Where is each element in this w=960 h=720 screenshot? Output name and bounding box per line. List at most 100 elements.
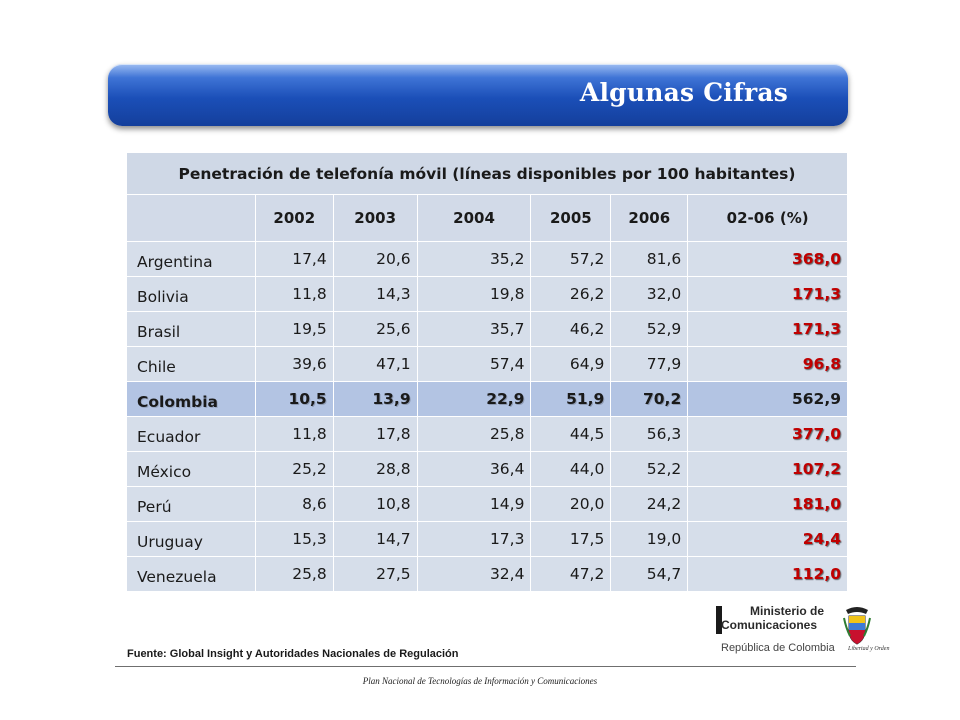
value-cell: 35,7	[417, 312, 531, 346]
value-cell: 54,7	[611, 557, 688, 591]
table-row: Venezuela 25,8 27,5 32,4 47,2 54,7 112,0	[127, 557, 847, 591]
value-cell: 19,5	[255, 312, 333, 346]
country-cell: Uruguay	[127, 522, 255, 556]
change-pct-cell: 368,0	[688, 242, 847, 276]
value-cell: 17,4	[255, 242, 333, 276]
change-pct-cell: 171,3	[688, 277, 847, 311]
header-2004: 2004	[417, 195, 531, 241]
table-row: México 25,2 28,8 36,4 44,0 52,2 107,2	[127, 452, 847, 486]
table-row: Brasil 19,5 25,6 35,7 46,2 52,9 171,3	[127, 312, 847, 346]
header-2005: 2005	[531, 195, 611, 241]
value-cell: 47,1	[333, 347, 417, 381]
value-cell: 11,8	[255, 277, 333, 311]
table-row: Ecuador 11,8 17,8 25,8 44,5 56,3 377,0	[127, 417, 847, 451]
table-row: Uruguay 15,3 14,7 17,3 17,5 19,0 24,4	[127, 522, 847, 556]
value-cell: 22,9	[417, 382, 531, 416]
value-cell: 17,3	[417, 522, 531, 556]
value-cell: 20,6	[333, 242, 417, 276]
logo-line-1: Ministerio de	[750, 604, 825, 618]
table-title: Penetración de telefonía móvil (líneas d…	[127, 153, 847, 194]
value-cell: 8,6	[255, 487, 333, 521]
value-cell: 46,2	[531, 312, 611, 346]
header-change-pct: 02-06 (%)	[688, 195, 847, 241]
value-cell: 36,4	[417, 452, 531, 486]
value-cell: 81,6	[611, 242, 688, 276]
header-2006: 2006	[611, 195, 688, 241]
logo-bar	[716, 606, 722, 634]
value-cell: 11,8	[255, 417, 333, 451]
value-cell: 17,8	[333, 417, 417, 451]
value-cell: 13,9	[333, 382, 417, 416]
value-cell: 32,0	[611, 277, 688, 311]
country-cell: Brasil	[127, 312, 255, 346]
table-row: Colombia 10,5 13,9 22,9 51,9 70,2 562,9	[127, 382, 847, 416]
page-title: Algunas Cifras	[579, 78, 788, 107]
value-cell: 14,3	[333, 277, 417, 311]
logo-motto: Libertad y Orden	[848, 646, 890, 652]
value-cell: 19,8	[417, 277, 531, 311]
penetration-table: Penetración de telefonía móvil (líneas d…	[127, 153, 847, 592]
change-pct-cell: 562,9	[688, 382, 847, 416]
value-cell: 52,2	[611, 452, 688, 486]
logo-line-3: República de Colombia	[721, 642, 835, 654]
coat-of-arms-icon	[843, 607, 871, 645]
country-cell: Bolivia	[127, 277, 255, 311]
footer-divider	[115, 666, 856, 667]
value-cell: 20,0	[531, 487, 611, 521]
value-cell: 28,8	[333, 452, 417, 486]
change-pct-cell: 171,3	[688, 312, 847, 346]
country-cell: Perú	[127, 487, 255, 521]
source-note: Fuente: Global Insight y Autoridades Nac…	[127, 648, 459, 660]
change-pct-cell: 96,8	[688, 347, 847, 381]
country-cell: Venezuela	[127, 557, 255, 591]
value-cell: 44,0	[531, 452, 611, 486]
value-cell: 10,5	[255, 382, 333, 416]
value-cell: 27,5	[333, 557, 417, 591]
value-cell: 10,8	[333, 487, 417, 521]
header-2003: 2003	[333, 195, 417, 241]
value-cell: 26,2	[531, 277, 611, 311]
value-cell: 57,2	[531, 242, 611, 276]
change-pct-cell: 112,0	[688, 557, 847, 591]
value-cell: 57,4	[417, 347, 531, 381]
value-cell: 35,2	[417, 242, 531, 276]
value-cell: 64,9	[531, 347, 611, 381]
table-body: Argentina 17,4 20,6 35,2 57,2 81,6 368,0 Bolivi…	[127, 242, 847, 591]
country-cell: Colombia	[127, 382, 255, 416]
country-cell: Ecuador	[127, 417, 255, 451]
country-cell: Argentina	[127, 242, 255, 276]
table-row: Bolivia 11,8 14,3 19,8 26,2 32,0 171,3	[127, 277, 847, 311]
country-cell: México	[127, 452, 255, 486]
value-cell: 52,9	[611, 312, 688, 346]
value-cell: 56,3	[611, 417, 688, 451]
value-cell: 25,6	[333, 312, 417, 346]
header-2002: 2002	[255, 195, 333, 241]
header-blank	[127, 195, 255, 241]
value-cell: 24,2	[611, 487, 688, 521]
change-pct-cell: 377,0	[688, 417, 847, 451]
value-cell: 39,6	[255, 347, 333, 381]
value-cell: 25,2	[255, 452, 333, 486]
footer-text: Plan Nacional de Tecnologías de Informac…	[362, 676, 598, 686]
table-row: Argentina 17,4 20,6 35,2 57,2 81,6 368,0	[127, 242, 847, 276]
value-cell: 19,0	[611, 522, 688, 556]
table-row: Chile 39,6 47,1 57,4 64,9 77,9 96,8	[127, 347, 847, 381]
value-cell: 77,9	[611, 347, 688, 381]
value-cell: 17,5	[531, 522, 611, 556]
value-cell: 25,8	[417, 417, 531, 451]
country-cell: Chile	[127, 347, 255, 381]
title-banner: Algunas Cifras	[108, 64, 848, 126]
value-cell: 44,5	[531, 417, 611, 451]
value-cell: 47,2	[531, 557, 611, 591]
value-cell: 15,3	[255, 522, 333, 556]
value-cell: 51,9	[531, 382, 611, 416]
value-cell: 14,7	[333, 522, 417, 556]
table-header-row: 2002 2003 2004 2005 2006 02-06 (%)	[127, 195, 847, 241]
value-cell: 70,2	[611, 382, 688, 416]
table-row: Perú 8,6 10,8 14,9 20,0 24,2 181,0	[127, 487, 847, 521]
value-cell: 25,8	[255, 557, 333, 591]
logo-line-2: Comunicaciones	[721, 618, 818, 632]
value-cell: 14,9	[417, 487, 531, 521]
change-pct-cell: 107,2	[688, 452, 847, 486]
change-pct-cell: 24,4	[688, 522, 847, 556]
